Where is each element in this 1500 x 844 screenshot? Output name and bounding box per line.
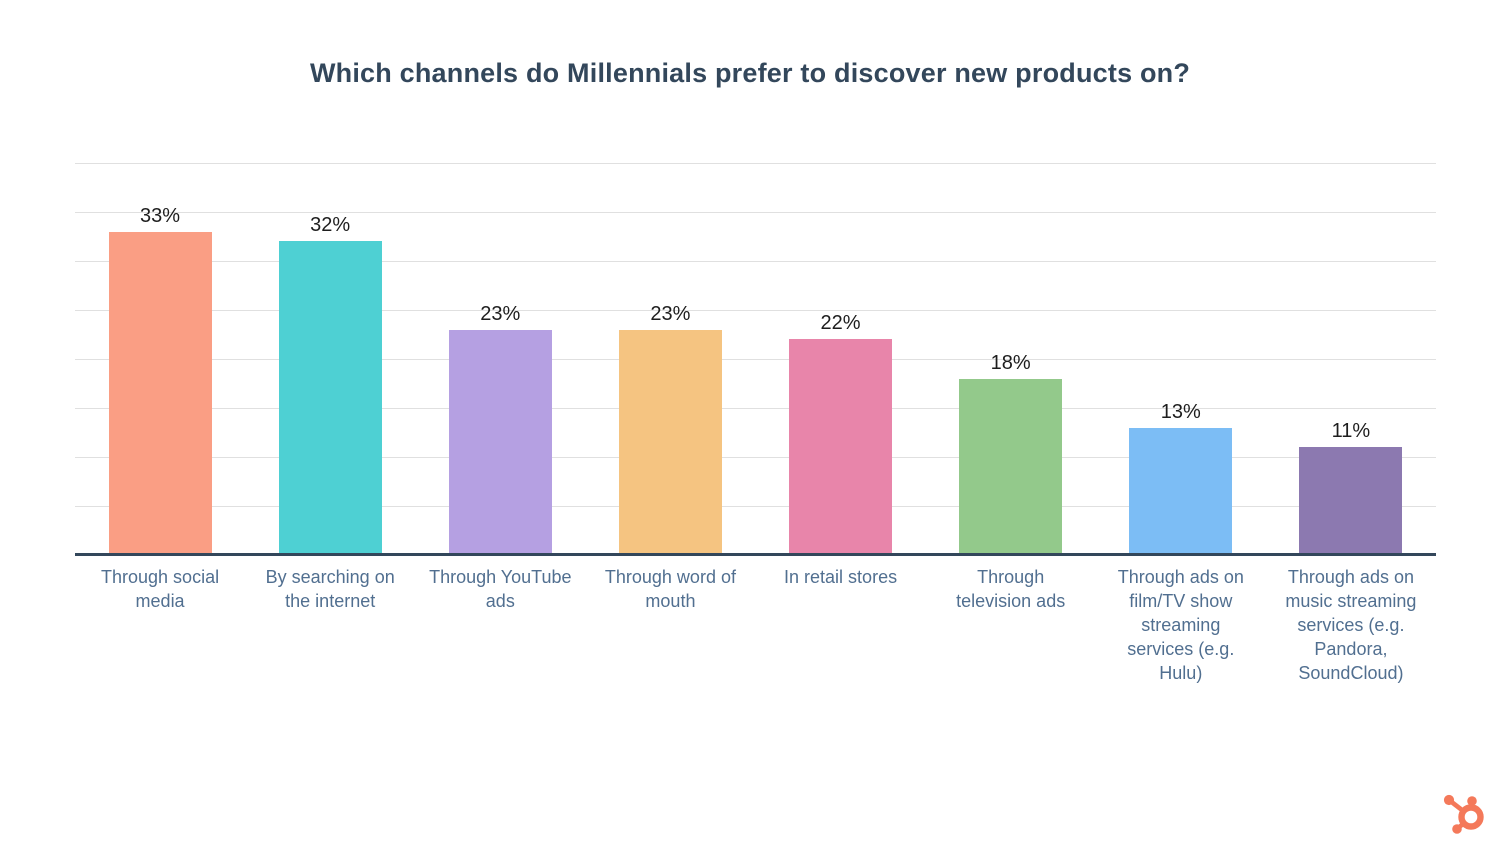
bar-slot-2: 32%: [245, 163, 415, 555]
bar-value-label-5: 22%: [820, 312, 861, 335]
gridline-35: [75, 212, 1436, 213]
x-axis-category-label-2: By searching on the internet: [265, 567, 395, 611]
x-axis-category-label-5: In retail stores: [784, 567, 898, 587]
gridline-20: [75, 359, 1436, 360]
bar-3: [448, 329, 552, 555]
bars-row: 33% 32% 23% 23% 22% 18% 13% 11%: [75, 163, 1436, 555]
bar-6: [959, 378, 1063, 555]
bar-1: [108, 231, 212, 555]
chart-title: Which channels do Millennials prefer to …: [309, 58, 1191, 88]
bar-5: [789, 339, 893, 555]
x-axis-category-label-4: Through word of mouth: [604, 567, 736, 611]
bar-value-label-3: 23%: [480, 302, 521, 325]
bar-slot-7: 13%: [1096, 163, 1266, 555]
gridline-25: [75, 310, 1436, 311]
bar-7: [1129, 427, 1233, 555]
gridline-15: [75, 408, 1436, 409]
bar-2: [278, 241, 382, 555]
x-axis-line: [75, 553, 1436, 556]
x-axis-category-label-6: Through television ads: [956, 567, 1066, 611]
bar-slot-8: 11%: [1266, 163, 1436, 555]
bar-slot-3: 23%: [415, 163, 585, 555]
bar-4: [618, 329, 722, 555]
bar-value-label-4: 23%: [650, 302, 691, 325]
bar-value-label-1: 33%: [140, 204, 181, 227]
gridline-40: [75, 163, 1436, 164]
bar-value-label-6: 18%: [990, 351, 1031, 374]
bar-value-label-7: 13%: [1160, 400, 1201, 423]
bar-8: [1299, 447, 1403, 555]
x-axis-category-label-7: Through ads on film/TV show streaming se…: [1117, 567, 1244, 683]
bar-slot-5: 22%: [756, 163, 926, 555]
x-axis-category-label-3: Through YouTube ads: [429, 567, 572, 611]
bar-slot-4: 23%: [585, 163, 755, 555]
x-axis-category-label-1: Through social media: [101, 567, 220, 611]
bar-value-label-2: 32%: [310, 214, 351, 237]
gridline-5: [75, 506, 1436, 507]
hubspot-sprocket-logo-icon: [1443, 794, 1484, 834]
gridline-30: [75, 261, 1436, 262]
bar-slot-6: 18%: [926, 163, 1096, 555]
x-axis-labels: Through social media By searching on the …: [75, 565, 1436, 685]
x-axis-category-label-8: Through ads on music streaming services …: [1285, 567, 1417, 683]
plot-area: 33% 32% 23% 23% 22% 18% 13% 11%: [75, 163, 1436, 555]
gridline-10: [75, 457, 1436, 458]
bar-value-label-8: 11%: [1331, 420, 1371, 443]
bar-slot-1: 33%: [75, 163, 245, 555]
